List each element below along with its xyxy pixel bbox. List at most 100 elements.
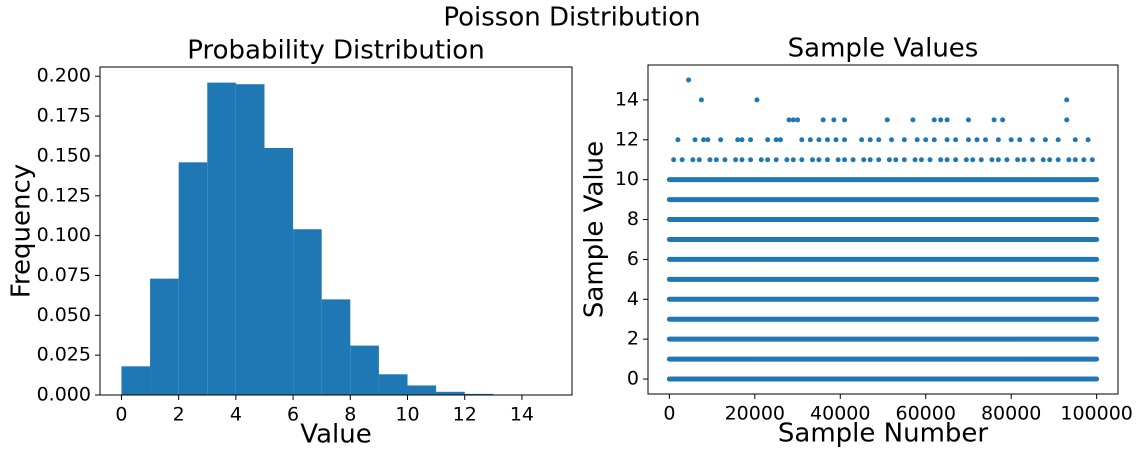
point [901,137,907,143]
bar [321,299,351,395]
point [910,117,916,123]
point [1047,157,1053,163]
point [867,157,873,163]
point [784,157,790,163]
point [705,137,711,143]
point [884,117,890,123]
point [748,157,754,163]
bar [350,345,379,395]
point [773,157,779,163]
point [1081,157,1087,163]
point [790,157,796,163]
point [970,157,976,163]
point [991,117,997,123]
y-tick-label: 0.200 [37,65,91,87]
point [1072,137,1078,143]
point [1055,137,1061,143]
point [867,137,873,143]
point [931,117,937,123]
point [835,157,841,163]
point [824,157,830,163]
y-tick-label: 2 [627,328,639,350]
point [938,117,944,123]
point [944,137,950,143]
point [953,157,959,163]
bar [150,278,179,395]
bar [207,82,236,395]
x-tick-label: 0 [663,403,675,425]
bar [264,147,294,395]
point [842,157,848,163]
point [901,157,907,163]
point [944,157,950,163]
point [1055,157,1061,163]
point [842,137,848,143]
point [989,157,995,163]
point [876,157,882,163]
x-tick-label: 0 [115,404,127,426]
x-tick-label: 10 [395,404,419,426]
x-tick-label: 8 [344,404,356,426]
point [886,157,892,163]
x-axis-label: Value [300,420,371,450]
point [679,157,685,163]
axes-frame [99,66,573,396]
point [893,157,899,163]
bar [436,391,465,395]
point [1004,157,1010,163]
point [1072,157,1078,163]
point [692,137,698,143]
y-tick-label: 0.150 [37,144,91,166]
x-tick-label: 60000 [896,403,956,425]
point [831,117,837,123]
point [698,97,704,103]
y-tick-label: 14 [615,88,639,110]
point [707,157,713,163]
point [1008,137,1014,143]
bar [121,366,151,395]
y-tick-label: 4 [627,288,639,310]
point [974,137,980,143]
point [912,157,918,163]
point [1030,157,1036,163]
point [931,137,937,143]
y-axis-label: Frequency [7,164,37,298]
point [963,157,969,163]
x-tick-label: 80000 [981,403,1041,425]
bar [378,374,408,395]
y-tick-label: 0.025 [37,344,91,366]
point [995,137,1001,143]
point [833,137,839,143]
point [918,157,924,163]
point [758,157,764,163]
y-tick-label: 12 [615,128,639,150]
point [1040,157,1046,163]
x-tick-label: 100000 [1060,403,1133,425]
x-tick-label: 20000 [725,403,785,425]
point [1064,97,1070,103]
point [923,137,929,143]
y-axis-label: Sample Value [580,141,610,318]
point [733,157,739,163]
y-tick-label: 0.175 [37,105,91,127]
y-tick-label: 10 [615,168,639,190]
point [795,117,801,123]
point [965,137,971,143]
point [1064,117,1070,123]
y-tick-label: 0.050 [37,304,91,326]
point [773,137,779,143]
bar [407,385,437,395]
point [1066,157,1072,163]
point [777,137,783,143]
point [1017,137,1023,143]
x-tick-label: 6 [287,404,299,426]
point [824,137,830,143]
point [1030,137,1036,143]
point [748,137,754,143]
point [927,157,933,163]
point [765,157,771,163]
point [944,117,950,123]
point [859,137,865,143]
